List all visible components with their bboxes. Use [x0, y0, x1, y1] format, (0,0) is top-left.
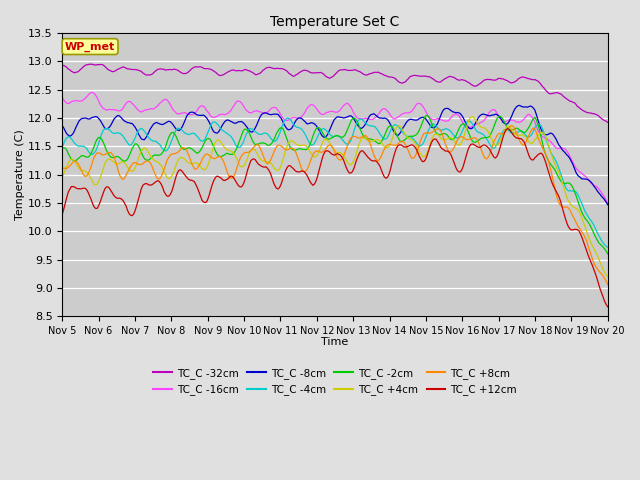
TC_C +8cm [507, 123, 515, 129]
Line: TC_C -2cm: TC_C -2cm [62, 116, 608, 254]
Y-axis label: Temperature (C): Temperature (C) [15, 129, 25, 220]
TC_C +12cm [575, 228, 582, 234]
TC_C -16cm [604, 201, 612, 207]
TC_C -2cm [125, 153, 133, 159]
X-axis label: Time: Time [321, 337, 349, 348]
TC_C -32cm [223, 70, 230, 76]
TC_C -4cm [125, 142, 133, 148]
TC_C +8cm [575, 225, 582, 230]
Line: TC_C +4cm: TC_C +4cm [62, 117, 608, 277]
TC_C +12cm [604, 304, 612, 310]
TC_C -4cm [575, 194, 582, 200]
Text: WP_met: WP_met [65, 41, 115, 52]
TC_C +12cm [504, 126, 511, 132]
TC_C +12cm [248, 156, 256, 162]
TC_C -2cm [423, 113, 431, 119]
TC_C -8cm [575, 174, 582, 180]
Title: Temperature Set C: Temperature Set C [270, 15, 400, 29]
TC_C +12cm [239, 182, 247, 188]
TC_C -16cm [298, 113, 306, 119]
Line: TC_C -8cm: TC_C -8cm [62, 106, 608, 205]
TC_C +8cm [239, 151, 247, 157]
TC_C -16cm [575, 168, 582, 174]
TC_C -4cm [58, 144, 66, 150]
TC_C +12cm [125, 211, 133, 216]
TC_C -16cm [87, 90, 95, 96]
TC_C +8cm [125, 167, 133, 172]
TC_C -16cm [223, 111, 230, 117]
TC_C -32cm [250, 70, 257, 76]
Line: TC_C -16cm: TC_C -16cm [62, 93, 608, 204]
TC_C +4cm [575, 208, 582, 214]
TC_C -8cm [125, 120, 133, 126]
TC_C +4cm [297, 143, 305, 148]
TC_C -16cm [58, 95, 66, 100]
TC_C -2cm [58, 146, 66, 152]
TC_C -32cm [58, 62, 66, 68]
TC_C -2cm [604, 251, 612, 257]
TC_C +4cm [58, 175, 66, 180]
TC_C +4cm [125, 167, 133, 172]
TC_C -8cm [58, 122, 66, 128]
TC_C +8cm [248, 146, 256, 152]
TC_C +4cm [604, 274, 612, 280]
TC_C -2cm [297, 146, 305, 152]
TC_C +8cm [221, 162, 228, 168]
TC_C -16cm [250, 108, 257, 114]
TC_C -4cm [221, 129, 228, 135]
TC_C +12cm [221, 178, 228, 183]
TC_C +4cm [468, 114, 476, 120]
TC_C +8cm [58, 166, 66, 172]
TC_C -8cm [516, 103, 524, 108]
TC_C -2cm [239, 128, 247, 134]
TC_C +12cm [58, 212, 66, 217]
TC_C +4cm [239, 164, 247, 169]
TC_C -8cm [221, 119, 228, 124]
Line: TC_C +8cm: TC_C +8cm [62, 126, 608, 285]
TC_C -32cm [575, 105, 582, 110]
TC_C -8cm [297, 115, 305, 121]
TC_C -32cm [241, 67, 248, 72]
TC_C +8cm [297, 164, 305, 169]
TC_C -8cm [248, 129, 256, 135]
TC_C -4cm [239, 140, 247, 145]
TC_C -8cm [239, 120, 247, 125]
TC_C -2cm [575, 202, 582, 207]
TC_C -8cm [604, 202, 612, 208]
TC_C -32cm [127, 66, 134, 72]
TC_C -16cm [241, 105, 248, 111]
TC_C -32cm [298, 68, 306, 74]
Line: TC_C +12cm: TC_C +12cm [62, 129, 608, 307]
TC_C -4cm [284, 115, 291, 121]
Line: TC_C -32cm: TC_C -32cm [62, 64, 608, 122]
TC_C +4cm [221, 145, 228, 151]
TC_C -2cm [221, 152, 228, 157]
TC_C +4cm [248, 146, 256, 152]
TC_C -4cm [298, 127, 306, 133]
TC_C -4cm [604, 244, 612, 250]
TC_C -4cm [248, 126, 256, 132]
TC_C -2cm [248, 137, 256, 143]
Line: TC_C -4cm: TC_C -4cm [62, 118, 608, 247]
TC_C -16cm [127, 99, 134, 105]
TC_C +12cm [297, 168, 305, 174]
TC_C +8cm [604, 282, 612, 288]
TC_C -32cm [604, 120, 612, 125]
TC_C -32cm [86, 61, 93, 67]
Legend: TC_C -32cm, TC_C -16cm, TC_C -8cm, TC_C -4cm, TC_C -2cm, TC_C +4cm, TC_C +8cm, T: TC_C -32cm, TC_C -16cm, TC_C -8cm, TC_C … [148, 364, 522, 399]
